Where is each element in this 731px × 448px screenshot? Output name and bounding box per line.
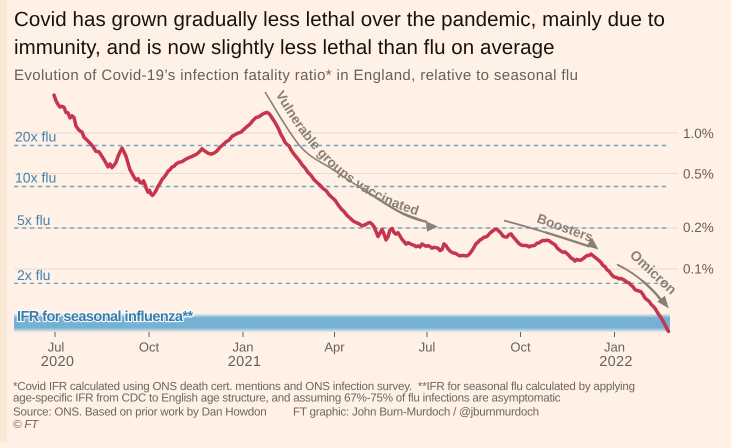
svg-text:1.0%: 1.0% [683, 126, 714, 141]
svg-text:Covid has grown gradually less: Covid has grown gradually less lethal ov… [14, 8, 665, 31]
svg-text:20x flu: 20x flu [15, 129, 56, 145]
svg-text:2022: 2022 [599, 354, 632, 370]
svg-text:Evolution of Covid-19’s infect: Evolution of Covid-19’s infection fatali… [14, 67, 578, 84]
svg-text:10x flu: 10x flu [15, 170, 56, 186]
svg-text:Jul: Jul [48, 340, 65, 355]
svg-text:Apr: Apr [324, 340, 345, 355]
svg-text:FT graphic: John Burn-Murdoch: FT graphic: John Burn-Murdoch / @jburnmu… [293, 406, 539, 419]
svg-text:Jul: Jul [419, 340, 436, 355]
svg-text:0.5%: 0.5% [683, 167, 714, 182]
svg-text:Source: ONS. Based on prior wo: Source: ONS. Based on prior work by Dan … [13, 406, 266, 419]
svg-text:© FT: © FT [13, 418, 39, 431]
svg-text:2x flu: 2x flu [17, 267, 50, 283]
svg-text:immunity, and is now slightly: immunity, and is now slightly less letha… [14, 36, 555, 59]
svg-text:IFR for seasonal influenza**: IFR for seasonal influenza** [17, 309, 193, 325]
svg-text:*Covid IFR calculated using ON: *Covid IFR calculated using ONS death ce… [13, 380, 635, 393]
svg-text:Jan: Jan [604, 340, 625, 355]
svg-text:Jan: Jan [233, 340, 254, 355]
svg-text:0.2%: 0.2% [683, 220, 714, 235]
svg-text:Oct: Oct [510, 340, 531, 355]
svg-text:age-specific IFR from CDC to E: age-specific IFR from CDC to English age… [13, 392, 561, 405]
svg-text:2020: 2020 [41, 354, 74, 370]
svg-text:5x flu: 5x flu [17, 212, 50, 228]
svg-text:2021: 2021 [228, 354, 261, 370]
svg-text:Oct: Oct [139, 340, 160, 355]
svg-text:0.1%: 0.1% [683, 262, 714, 277]
